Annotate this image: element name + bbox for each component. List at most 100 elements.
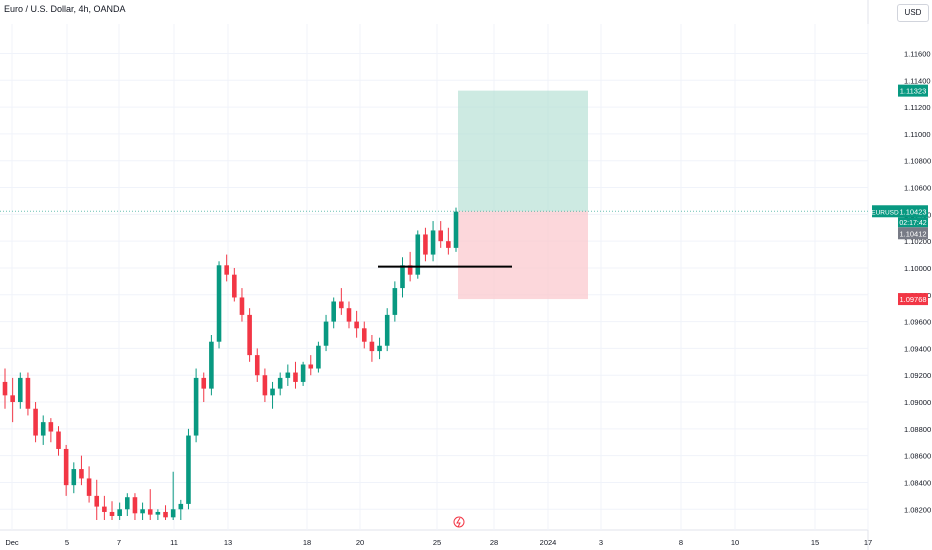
candle-body bbox=[56, 431, 61, 449]
candle-body bbox=[262, 375, 268, 396]
candle bbox=[71, 462, 77, 494]
y-tick-label: 1.11600 bbox=[904, 49, 931, 58]
candle bbox=[377, 337, 382, 360]
candle bbox=[239, 288, 245, 322]
candle-body bbox=[17, 377, 23, 403]
candle-body bbox=[361, 328, 367, 342]
candle bbox=[56, 426, 61, 456]
candle bbox=[33, 402, 38, 443]
candle-body bbox=[438, 230, 444, 242]
x-tick-label: 18 bbox=[303, 538, 311, 547]
candle bbox=[178, 499, 184, 520]
y-tick-label: 1.10800 bbox=[904, 157, 931, 166]
candle bbox=[63, 444, 69, 496]
loss-zone bbox=[458, 211, 588, 300]
candle bbox=[361, 321, 367, 349]
candle-body bbox=[94, 495, 100, 507]
candle bbox=[254, 348, 260, 382]
candle-body bbox=[209, 341, 214, 389]
x-tick-label: 3 bbox=[599, 538, 603, 547]
grid-lines bbox=[0, 0, 869, 550]
bolt-icon-glyph bbox=[456, 517, 461, 528]
candle bbox=[2, 368, 8, 409]
y-tick-label: 1.08800 bbox=[904, 425, 931, 434]
candle-body bbox=[109, 511, 115, 516]
candle bbox=[25, 372, 31, 416]
y-tick-label: 1.09400 bbox=[904, 344, 931, 353]
candle bbox=[369, 335, 375, 362]
candle bbox=[147, 489, 153, 520]
candle-body bbox=[293, 372, 298, 382]
candle bbox=[201, 372, 207, 403]
candle bbox=[117, 502, 122, 520]
candle-body bbox=[369, 341, 375, 352]
y-tick-label: 1.09600 bbox=[904, 318, 931, 327]
y-tick-label: 1.10600 bbox=[904, 184, 931, 193]
candle bbox=[247, 308, 252, 362]
countdown-label: 02:17:42 bbox=[899, 220, 926, 227]
candle bbox=[40, 415, 46, 445]
y-tick-label: 1.08400 bbox=[904, 478, 931, 487]
events-bolt-icon bbox=[453, 516, 465, 528]
currency-button[interactable]: USD bbox=[897, 4, 929, 22]
candle bbox=[415, 230, 421, 279]
y-tick-label: 1.10000 bbox=[904, 264, 931, 273]
candle-body bbox=[384, 314, 390, 346]
candle bbox=[17, 372, 23, 409]
candle bbox=[277, 372, 283, 396]
candle-body bbox=[140, 509, 145, 514]
x-tick-label: 5 bbox=[65, 538, 69, 547]
candle bbox=[430, 221, 436, 262]
candle bbox=[346, 301, 352, 329]
price-tag-bg bbox=[898, 227, 928, 240]
price-tag-value: 1.10412 bbox=[899, 229, 926, 238]
candle-body bbox=[415, 234, 421, 275]
position-zones bbox=[458, 90, 588, 300]
candle bbox=[155, 509, 161, 520]
y-tick-label: 1.08200 bbox=[904, 505, 931, 514]
candle-body bbox=[392, 288, 398, 315]
y-tick-label: 1.10200 bbox=[904, 237, 931, 246]
candle bbox=[308, 355, 314, 376]
candle bbox=[109, 501, 115, 520]
candle-body bbox=[63, 448, 69, 486]
candle bbox=[10, 377, 15, 423]
candle-body bbox=[79, 469, 84, 479]
x-tick-label: 8 bbox=[679, 538, 683, 547]
candle-body bbox=[232, 274, 237, 298]
candle bbox=[438, 221, 444, 248]
candle-series bbox=[2, 207, 459, 520]
candle-body bbox=[346, 308, 352, 322]
candle bbox=[293, 361, 298, 389]
candle bbox=[392, 281, 398, 322]
candle bbox=[232, 267, 237, 302]
y-tick-label: 1.11400 bbox=[904, 76, 931, 85]
candle-body bbox=[71, 469, 77, 486]
candle bbox=[170, 471, 176, 520]
candle-body bbox=[285, 372, 291, 378]
x-tick-label: 2024 bbox=[540, 538, 557, 547]
candle-body bbox=[2, 381, 8, 396]
candle bbox=[216, 261, 222, 349]
price-tag-value: 1.09768 bbox=[899, 295, 926, 304]
target-price-tag: 1.11323 bbox=[898, 84, 928, 97]
candle-body bbox=[33, 408, 38, 436]
candle-body bbox=[170, 509, 176, 518]
candle bbox=[384, 308, 390, 352]
candle-body bbox=[10, 395, 15, 403]
candle-body bbox=[86, 478, 92, 496]
candle bbox=[140, 502, 145, 520]
candle bbox=[354, 310, 359, 338]
y-tick-label: 1.09000 bbox=[904, 398, 931, 407]
candle-body bbox=[48, 422, 54, 432]
candle-body bbox=[377, 345, 382, 352]
countdown-bg bbox=[898, 217, 928, 228]
symbol-tag-bg bbox=[872, 205, 898, 218]
chart-title: Euro / U.S. Dollar, 4h, OANDA bbox=[4, 4, 126, 14]
candle-body bbox=[323, 321, 329, 346]
price-tag-bg bbox=[898, 205, 928, 218]
candle bbox=[400, 257, 405, 298]
candle bbox=[423, 227, 428, 262]
candle bbox=[79, 455, 84, 486]
